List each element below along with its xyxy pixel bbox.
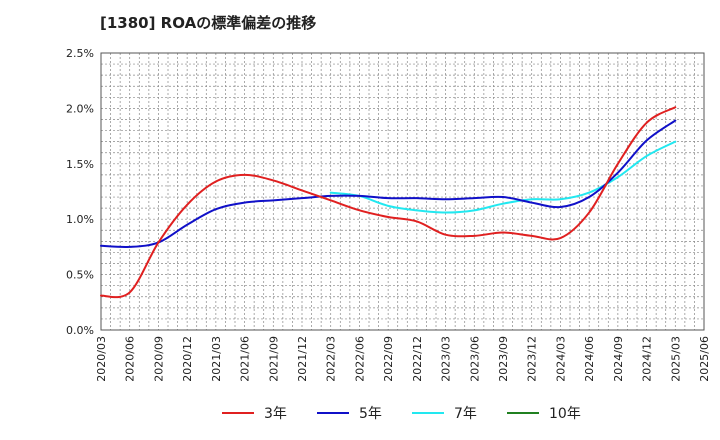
x-tick-label: 2023/12 bbox=[526, 336, 539, 382]
x-axis-ticks: 2020/03 2020/06 2020/09 2020/12 2021/03 2021/… bbox=[95, 336, 711, 382]
chart-title: [1380] ROAの標準偏差の推移 bbox=[100, 14, 317, 32]
x-tick-label: 2021/06 bbox=[239, 336, 252, 382]
series-line-0 bbox=[100, 106, 677, 299]
y-axis-ticks: 0.0% 0.5% 1.0% 1.5% 2.0% 2.5% bbox=[66, 47, 94, 337]
legend-label: 5年 bbox=[359, 406, 382, 422]
legend-label: 7年 bbox=[454, 406, 477, 422]
y-tick-label: 2.5% bbox=[66, 47, 94, 60]
x-tick-label: 2025/06 bbox=[698, 336, 711, 382]
x-tick-label: 2024/12 bbox=[641, 336, 654, 382]
x-tick-label: 2023/03 bbox=[440, 336, 453, 382]
y-tick-label: 1.5% bbox=[66, 158, 94, 171]
x-tick-label: 2020/06 bbox=[124, 336, 137, 382]
x-tick-label: 2023/06 bbox=[468, 336, 481, 382]
x-tick-label: 2020/12 bbox=[181, 336, 194, 382]
series-line-2 bbox=[329, 140, 677, 214]
y-tick-label: 0.0% bbox=[66, 324, 94, 337]
x-tick-label: 2024/09 bbox=[612, 336, 625, 382]
x-tick-label: 2025/03 bbox=[669, 336, 682, 382]
x-tick-label: 2020/09 bbox=[152, 336, 165, 382]
x-tick-label: 2022/09 bbox=[382, 336, 395, 382]
y-tick-label: 0.5% bbox=[66, 269, 94, 282]
series-line-1 bbox=[100, 119, 677, 249]
plot-area bbox=[100, 52, 705, 331]
x-tick-label: 2022/12 bbox=[411, 336, 424, 382]
x-tick-label: 2022/03 bbox=[325, 336, 338, 382]
x-tick-label: 2021/03 bbox=[210, 336, 223, 382]
grid bbox=[101, 53, 704, 330]
legend-label: 3年 bbox=[264, 406, 287, 422]
x-tick-label: 2021/09 bbox=[267, 336, 280, 382]
y-tick-label: 2.0% bbox=[66, 102, 94, 115]
x-tick-label: 2024/06 bbox=[583, 336, 596, 382]
x-tick-label: 2021/12 bbox=[296, 336, 309, 382]
x-tick-label: 2024/03 bbox=[554, 336, 567, 382]
series-lines bbox=[100, 106, 677, 299]
y-tick-label: 1.0% bbox=[66, 213, 94, 226]
legend: 3年 5年 7年 10年 bbox=[222, 406, 581, 422]
x-tick-label: 2022/06 bbox=[353, 336, 366, 382]
legend-label: 10年 bbox=[549, 406, 581, 422]
x-tick-label: 2023/09 bbox=[497, 336, 510, 382]
x-tick-label: 2020/03 bbox=[95, 336, 108, 382]
